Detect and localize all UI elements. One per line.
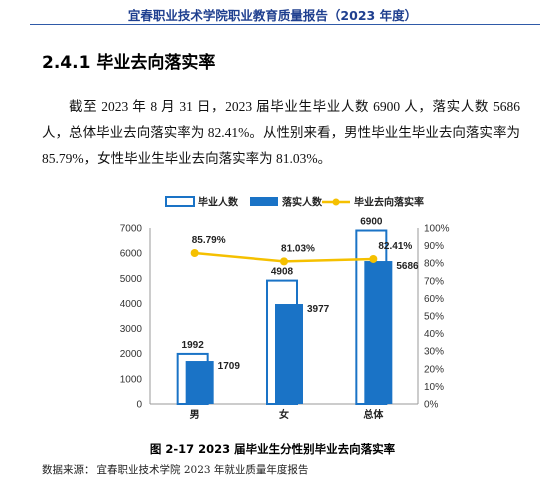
legend-label-placed: 落实人数 (282, 196, 323, 209)
legend-swatch-graduates (165, 196, 195, 207)
y-right-tick-label: 80% (424, 259, 444, 270)
data-label-rate: 85.79% (192, 235, 226, 246)
y-right-tick-label: 0% (424, 400, 439, 411)
y-left-tick-label: 6000 (120, 249, 143, 260)
legend-swatch-placed (250, 197, 278, 206)
rate-point (369, 254, 378, 263)
rate-point (190, 249, 199, 258)
body-paragraph: 截至 2023 年 8 月 31 日，2023 届毕业生毕业人数 6900 人，… (42, 99, 520, 166)
x-tick-label: 男 (190, 409, 200, 421)
y-left-tick-label: 1000 (120, 374, 143, 385)
y-left-tick-label: 0 (136, 400, 142, 411)
y-right-tick-label: 70% (424, 276, 444, 287)
y-right-tick-label: 40% (424, 329, 444, 340)
y-right-tick-label: 20% (424, 364, 444, 375)
y-right-tick-label: 60% (424, 294, 444, 305)
data-label-placed: 3977 (307, 304, 330, 315)
y-right-tick-label: 30% (424, 347, 444, 358)
y-left-tick-label: 3000 (120, 324, 143, 335)
y-right-tick-label: 10% (424, 382, 444, 393)
data-label-rate: 81.03% (281, 243, 315, 254)
y-right-tick-label: 50% (424, 312, 444, 323)
data-label-graduates: 6900 (360, 217, 383, 228)
y-left-tick-label: 2000 (120, 349, 143, 360)
bar-placed (364, 261, 393, 404)
header-divider (30, 24, 540, 25)
bar-placed (185, 361, 214, 404)
figure-caption: 图 2-17 2023 届毕业生分性别毕业去向落实率 (149, 442, 396, 456)
legend-label-rate: 毕业去向落实率 (354, 196, 424, 209)
y-left-tick-label: 5000 (120, 274, 143, 285)
x-tick-label: 总体 (363, 408, 384, 421)
data-label-graduates: 1992 (182, 340, 205, 351)
section-title: 毕业去向落实率 (96, 53, 216, 73)
data-source-label: 数据来源： (42, 464, 95, 476)
section-heading: 2.4.1 毕业去向落实率 (42, 48, 215, 73)
chart-container: 毕业人数 落实人数 毕业去向落实率 0 1000 2000 3000 4000 5000 6000… (0, 186, 545, 436)
bar-placed (275, 304, 303, 404)
graduate-outcome-chart: 毕业人数 落实人数 毕业去向落实率 0 1000 2000 3000 4000 5000 6000… (120, 196, 450, 422)
legend-label-graduates: 毕业人数 (198, 196, 239, 209)
data-label-placed: 5686 (396, 261, 419, 272)
y-right-tick-label: 90% (424, 241, 444, 252)
y-left-tick-label: 4000 (120, 299, 143, 310)
data-label-rate: 82.41% (378, 241, 412, 252)
section-number: 2.4.1 (42, 53, 91, 73)
report-header-title: 宜春职业技术学院职业教育质量报告（2023 年度） (127, 8, 418, 23)
y-left-tick-label: 7000 (120, 224, 143, 235)
rate-point (280, 257, 288, 266)
data-source-text: 宜春职业技术学院 2023 年就业质量年度报告 (96, 464, 309, 476)
data-source: 数据来源： 宜春职业技术学院 2023 年就业质量年度报告 (42, 462, 308, 477)
y-right-tick-label: 100% (424, 224, 450, 235)
x-tick-label: 女 (279, 408, 289, 421)
legend-marker-rate (332, 198, 340, 206)
data-label-graduates: 4908 (271, 267, 294, 278)
data-label-placed: 1709 (218, 361, 241, 372)
